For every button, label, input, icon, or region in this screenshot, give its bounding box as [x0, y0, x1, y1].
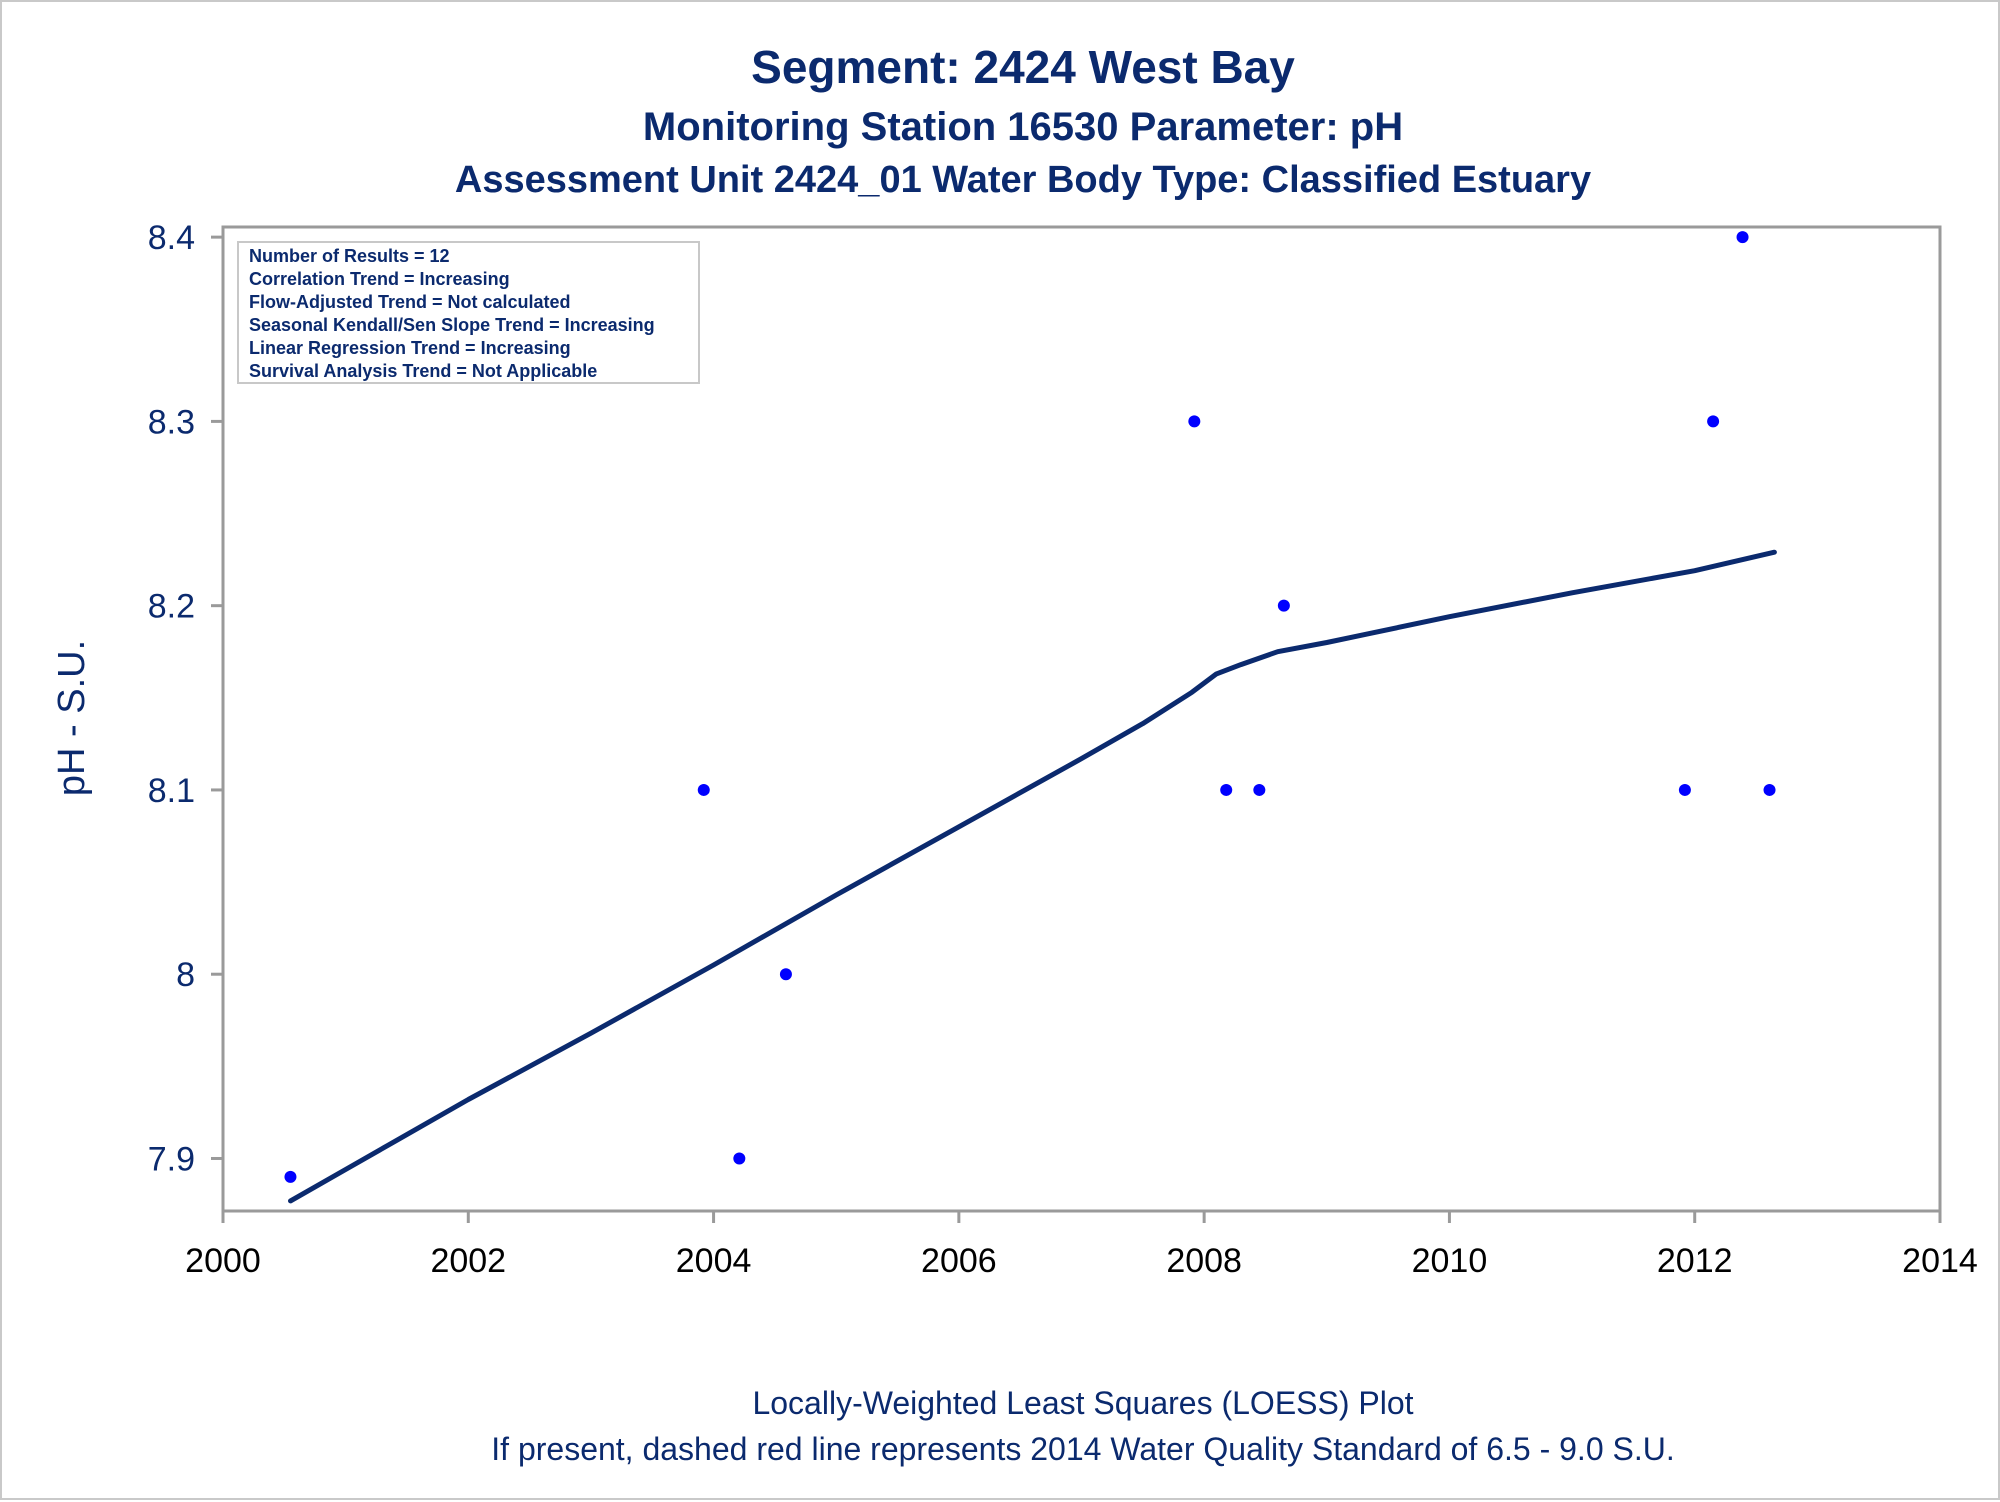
x-tick-label: 2012 — [1657, 1242, 1733, 1280]
chart-subtitle-assessment: Assessment Unit 2424_01 Water Body Type:… — [455, 159, 1591, 201]
stats-flow-adjusted-trend: Flow-Adjusted Trend = Not calculated — [249, 292, 571, 312]
stats-linear-regression-trend: Linear Regression Trend = Increasing — [249, 338, 571, 358]
footnote-standard: If present, dashed red line represents 2… — [491, 1431, 1674, 1467]
chart-subtitle-station: Monitoring Station 16530 Parameter: pH — [643, 105, 1403, 149]
y-axis: 7.9 8 8.1 8.2 8.3 8.4 — [148, 219, 223, 1178]
x-tick-label: 2004 — [676, 1242, 752, 1280]
y-tick-label: 8.3 — [148, 403, 195, 441]
data-point — [284, 1170, 297, 1183]
stats-box-frame — [237, 241, 700, 384]
x-tick-label: 2014 — [1902, 1242, 1978, 1280]
data-point — [1678, 783, 1691, 796]
data-point — [697, 783, 710, 796]
stats-seasonal-kendall-trend: Seasonal Kendall/Sen Slope Trend = Incre… — [249, 315, 655, 335]
x-tick-label: 2006 — [921, 1242, 997, 1280]
data-point — [1277, 599, 1290, 612]
loess-line — [288, 549, 1777, 1204]
y-tick-label: 8.4 — [148, 219, 195, 257]
chart-title: Segment: 2424 West Bay — [751, 41, 1295, 93]
data-point — [1220, 783, 1233, 796]
x-tick-label: 2010 — [1412, 1242, 1488, 1280]
plot-frame — [221, 225, 1942, 1213]
points-layer — [284, 231, 1776, 1183]
x-tick-label: 2002 — [430, 1242, 506, 1280]
x-axis: 2000 2002 2004 2006 2008 2010 2012 2014 — [185, 1211, 1978, 1280]
data-point — [1736, 231, 1749, 244]
x-tick-label: 2008 — [1166, 1242, 1242, 1280]
y-tick-label: 7.9 — [148, 1140, 195, 1178]
data-point — [1763, 783, 1776, 796]
y-tick-label: 8 — [176, 956, 195, 994]
stats-survival-analysis-trend: Survival Analysis Trend = Not Applicable — [249, 361, 597, 381]
x-tick-label: 2000 — [185, 1242, 261, 1280]
data-point — [1253, 783, 1266, 796]
y-tick-label: 8.2 — [148, 588, 195, 626]
loess-layer — [288, 549, 1777, 1204]
data-point — [779, 968, 792, 981]
footnote-loess: Locally-Weighted Least Squares (LOESS) P… — [752, 1385, 1413, 1421]
data-point — [1707, 415, 1720, 428]
stats-number-of-results: Number of Results = 12 — [249, 246, 450, 266]
data-point — [1188, 415, 1201, 428]
stats-box: Number of Results = 12 Correlation Trend… — [237, 241, 700, 384]
stats-correlation-trend: Correlation Trend = Increasing — [249, 269, 510, 289]
y-tick-label: 8.1 — [148, 772, 195, 810]
y-axis-label: pH - S.U. — [51, 640, 93, 796]
data-point — [733, 1152, 746, 1165]
